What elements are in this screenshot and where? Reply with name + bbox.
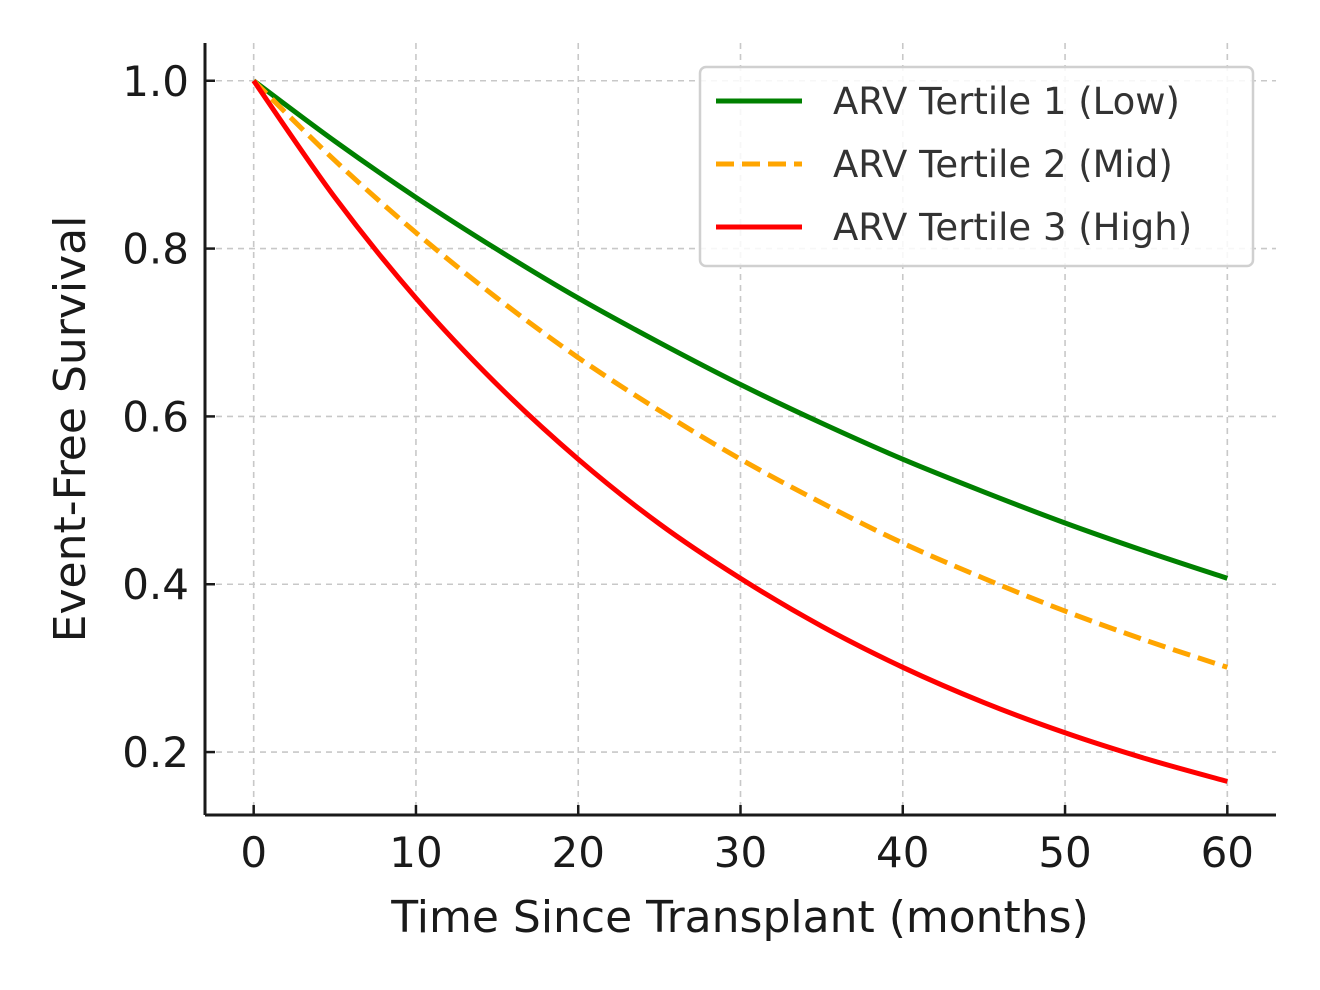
legend: ARV Tertile 1 (Low) ARV Tertile 2 (Mid) AR… — [698, 65, 1255, 268]
y-tick-label: 1.0 — [122, 57, 189, 106]
series-line-tertile-1 — [252, 78, 1229, 581]
y-tick-label: 0.6 — [122, 392, 189, 441]
legend-frame — [698, 65, 1255, 268]
x-tick-label: 40 — [876, 828, 929, 877]
y-tick-label: 0.4 — [122, 560, 189, 609]
y-tick-label: 0.8 — [122, 225, 189, 274]
legend-label-tertile-3: ARV Tertile 3 (High) — [833, 206, 1192, 249]
y-ticks: 0.2 0.4 0.6 0.8 1.0 — [122, 57, 215, 777]
y-axis-title: Event-Free Survival — [45, 216, 96, 643]
x-tick-label: 20 — [552, 828, 605, 877]
series-line-tertile-3 — [251, 79, 1228, 784]
x-tick-label: 60 — [1201, 828, 1254, 877]
y-tick-label: 0.2 — [122, 728, 189, 777]
x-tick-label: 50 — [1038, 828, 1091, 877]
series-line-tertile-2 — [251, 78, 1229, 670]
x-ticks: 0 10 20 30 40 50 60 — [240, 805, 1254, 877]
x-tick-label: 0 — [240, 828, 267, 877]
legend-label-tertile-1: ARV Tertile 1 (Low) — [833, 80, 1180, 123]
x-tick-label: 30 — [714, 828, 767, 877]
x-tick-label: 10 — [389, 828, 442, 877]
legend-label-tertile-2: ARV Tertile 2 (Mid) — [833, 143, 1173, 186]
x-axis-title: Time Since Transplant (months) — [390, 892, 1089, 943]
grid-lines — [205, 43, 1276, 815]
series-lines — [251, 78, 1229, 784]
